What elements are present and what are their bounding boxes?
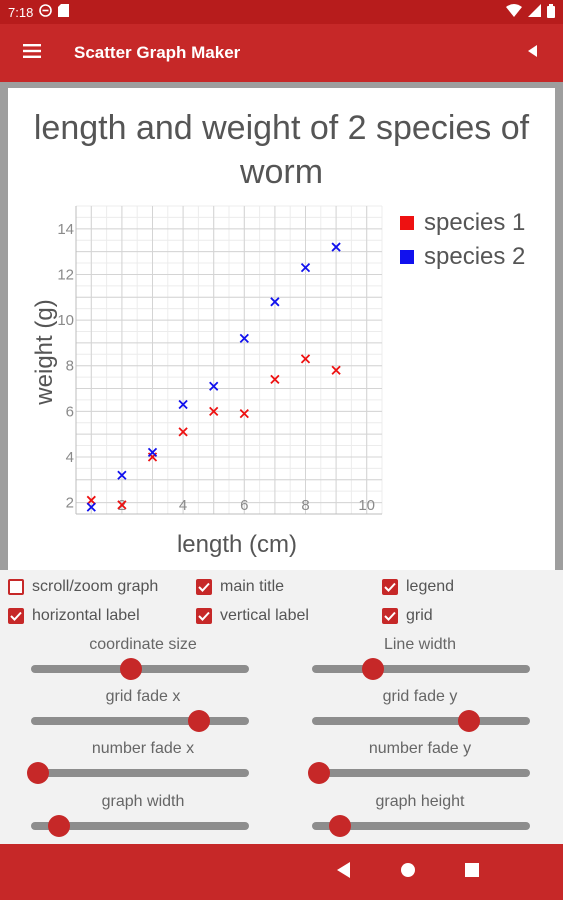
slider-label: grid fade x: [33, 688, 253, 706]
system-nav-bar: [0, 844, 563, 900]
checkbox-checked-icon: [196, 608, 212, 624]
graph-canvas[interactable]: length and weight of 2 species of worm 2…: [8, 88, 555, 570]
nav-home-button[interactable]: [396, 860, 420, 884]
checkbox-label: grid: [406, 607, 433, 625]
nav-back-button[interactable]: [332, 860, 356, 884]
collapse-panel-button[interactable]: [521, 41, 545, 65]
slider-thumb[interactable]: [308, 762, 330, 784]
slider-label: Line width: [310, 636, 530, 654]
slider-track: [312, 665, 530, 673]
main-title-checkbox[interactable]: main title: [196, 578, 284, 596]
legend-checkbox[interactable]: legend: [382, 578, 454, 596]
slider-thumb[interactable]: [120, 658, 142, 680]
slider-thumb[interactable]: [458, 710, 480, 732]
status-bar: 7:18: [0, 0, 563, 24]
legend-swatch: [400, 216, 414, 230]
checkbox-unchecked-icon: [8, 579, 24, 595]
y-tick-label: 14: [57, 221, 74, 238]
line-width-slider[interactable]: [312, 656, 530, 682]
x-tick-label: 8: [301, 497, 309, 514]
battery-icon: [547, 4, 555, 21]
slider-thumb[interactable]: [362, 658, 384, 680]
slider-track: [31, 717, 249, 725]
slider-label: number fade y: [310, 740, 530, 758]
slider-thumb[interactable]: [48, 815, 70, 837]
checkbox-label: legend: [406, 578, 454, 596]
graph-height-slider[interactable]: [312, 813, 530, 839]
slider-track: [312, 769, 530, 777]
y-tick-label: 10: [57, 312, 74, 329]
y-tick-label: 2: [66, 495, 74, 512]
slider-label: coordinate size: [33, 636, 253, 654]
y-tick-label: 4: [66, 449, 74, 466]
x-tick-label: 4: [179, 497, 187, 514]
checkbox-label: vertical label: [220, 607, 309, 625]
wifi-icon: [506, 4, 522, 20]
slider-thumb[interactable]: [329, 815, 351, 837]
scroll-zoom-checkbox[interactable]: scroll/zoom graph: [8, 578, 158, 596]
slider-track: [31, 769, 249, 777]
nav-recents-icon: [465, 863, 479, 882]
nav-home-icon: [400, 862, 416, 883]
checkbox-label: main title: [220, 578, 284, 596]
checkbox-checked-icon: [382, 608, 398, 624]
y-axis-label: weight (g): [31, 299, 58, 405]
status-time: 7:18: [8, 5, 33, 20]
hamburger-icon: [23, 44, 41, 63]
nav-back-icon: [337, 862, 351, 883]
triangle-left-icon: [528, 44, 538, 62]
notification-icon: [39, 4, 52, 20]
y-tick-label: 12: [57, 266, 74, 283]
nav-recents-button[interactable]: [460, 860, 484, 884]
checkbox-checked-icon: [196, 579, 212, 595]
y-tick-label: 6: [66, 403, 74, 420]
graph-options-panel: scroll/zoom graph main title legend hori…: [0, 570, 563, 844]
slider-track: [312, 717, 530, 725]
grid-fade-y-slider[interactable]: [312, 708, 530, 734]
slider-label: number fade x: [33, 740, 253, 758]
graph-area: length and weight of 2 species of worm 2…: [0, 82, 563, 570]
slider-label: graph width: [33, 793, 253, 811]
legend-label: species 1: [424, 209, 525, 236]
slider-label: graph height: [310, 793, 530, 811]
legend-label: species 2: [424, 243, 525, 270]
x-tick-label: 10: [358, 497, 375, 514]
grid-fade-x-slider[interactable]: [31, 708, 249, 734]
legend-swatch: [400, 250, 414, 264]
checkbox-checked-icon: [382, 579, 398, 595]
y-tick-label: 8: [66, 358, 74, 375]
coordinate-size-slider[interactable]: [31, 656, 249, 682]
vertical-label-checkbox[interactable]: vertical label: [196, 607, 309, 625]
checkbox-checked-icon: [8, 608, 24, 624]
app-bar: Scatter Graph Maker: [0, 24, 563, 82]
x-tick-label: 6: [240, 497, 248, 514]
slider-thumb[interactable]: [188, 710, 210, 732]
number-fade-y-slider[interactable]: [312, 760, 530, 786]
menu-button[interactable]: [0, 24, 64, 82]
slider-label: grid fade y: [310, 688, 530, 706]
x-axis-label: length (cm): [177, 531, 297, 558]
grid-checkbox[interactable]: grid: [382, 607, 433, 625]
horizontal-label-checkbox[interactable]: horizontal label: [8, 607, 140, 625]
graph-width-slider[interactable]: [31, 813, 249, 839]
sd-card-icon: [58, 4, 69, 20]
slider-thumb[interactable]: [27, 762, 49, 784]
checkbox-label: scroll/zoom graph: [32, 578, 158, 596]
checkbox-label: horizontal label: [32, 607, 140, 625]
number-fade-x-slider[interactable]: [31, 760, 249, 786]
signal-icon: [528, 4, 541, 20]
app-title: Scatter Graph Maker: [74, 43, 240, 63]
